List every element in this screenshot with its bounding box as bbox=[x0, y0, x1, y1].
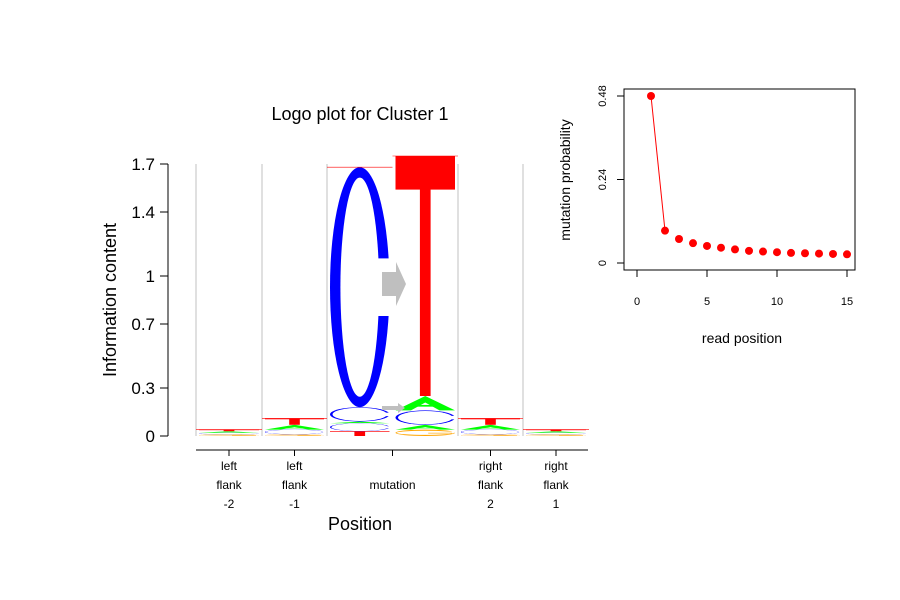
scatter-point bbox=[661, 226, 669, 235]
logo-letter-C bbox=[265, 429, 326, 435]
mutation-probability-plot: 0 0.24 0.48 0 5 10 15 mutation probability re… bbox=[557, 85, 856, 346]
scatter-point bbox=[745, 246, 753, 255]
logo-y-tick-label: 1.4 bbox=[131, 203, 155, 222]
logo-letter-G bbox=[199, 434, 261, 437]
logo-y-ticks: 0 0.3 0.7 1 1.4 1.7 bbox=[131, 155, 168, 446]
scatter-point bbox=[675, 234, 683, 243]
logo-x-tick-label: mutation bbox=[369, 478, 415, 492]
logo-letter-A bbox=[395, 424, 455, 430]
logo-letter-G bbox=[526, 434, 588, 437]
scatter-y-tick-label: 0.48 bbox=[597, 85, 609, 106]
logo-letter-G bbox=[265, 434, 326, 437]
scatter-point bbox=[731, 245, 739, 254]
logo-letter-A bbox=[395, 396, 455, 411]
logo-column bbox=[327, 155, 458, 436]
logo-plot: Logo plot for Cluster 1 Information cont… bbox=[100, 104, 589, 534]
scatter-point bbox=[759, 247, 767, 256]
scatter-y-ticks: 0 0.24 0.48 bbox=[597, 85, 624, 266]
logo-column bbox=[458, 418, 523, 437]
scatter-point bbox=[647, 92, 655, 100]
logo-column bbox=[196, 429, 262, 437]
logo-letter-A bbox=[526, 431, 586, 433]
scatter-points bbox=[647, 92, 851, 259]
logo-letter-T bbox=[395, 156, 455, 396]
scatter-point bbox=[829, 249, 837, 258]
logo-x-tick-label: -2 bbox=[224, 497, 235, 511]
mutation-arrow-small bbox=[382, 403, 405, 413]
scatter-x-tick-label: 0 bbox=[634, 296, 640, 308]
logo-letter-C bbox=[461, 429, 522, 435]
logo-x-tick-label: -1 bbox=[289, 497, 300, 511]
logo-column bbox=[262, 418, 327, 437]
logo-x-tick-label: flank bbox=[478, 478, 504, 492]
logo-x-tick-label: right bbox=[544, 459, 568, 473]
logo-y-tick-label: 0 bbox=[146, 427, 155, 446]
logo-letter-T bbox=[265, 418, 324, 425]
logo-letter-C bbox=[526, 432, 588, 435]
logo-letter-A bbox=[461, 424, 520, 430]
scatter-plot-box bbox=[623, 88, 856, 271]
scatter-x-tick-label: 5 bbox=[704, 296, 710, 308]
logo-letter-C bbox=[330, 423, 391, 432]
scatter-y-tick-label: 0.24 bbox=[597, 169, 609, 190]
logo-x-tick-label: 2 bbox=[487, 497, 494, 511]
logo-letter-C bbox=[330, 407, 391, 422]
logo-columns bbox=[196, 155, 589, 437]
mutation-arrow-large bbox=[382, 262, 406, 306]
scatter-x-tick-label: 15 bbox=[841, 296, 853, 308]
scatter-point bbox=[689, 239, 697, 248]
scatter-point bbox=[703, 241, 711, 250]
logo-y-tick-label: 0.3 bbox=[131, 379, 155, 398]
logo-column-separators bbox=[195, 164, 524, 436]
scatter-point bbox=[801, 249, 809, 258]
logo-y-tick-label: 0.7 bbox=[131, 315, 155, 334]
logo-x-tick-label: 1 bbox=[553, 497, 560, 511]
scatter-ylabel: mutation probability bbox=[557, 119, 573, 240]
scatter-point bbox=[787, 248, 795, 257]
logo-letter-T bbox=[330, 431, 390, 436]
logo-letter-T bbox=[461, 418, 520, 425]
logo-letter-A bbox=[199, 431, 259, 433]
logo-letter-A bbox=[265, 424, 324, 430]
scatter-y-tick-label: 0 bbox=[597, 260, 609, 266]
scatter-point bbox=[773, 248, 781, 257]
logo-y-tick-label: 1.7 bbox=[131, 155, 155, 174]
logo-letter-T bbox=[199, 429, 259, 432]
scatter-point bbox=[815, 249, 823, 258]
scatter-point bbox=[717, 243, 725, 252]
scatter-point bbox=[843, 250, 851, 259]
mutation-arrow bbox=[382, 262, 406, 413]
logo-column bbox=[523, 429, 589, 437]
logo-x-tick-label: left bbox=[286, 459, 303, 473]
logo-x-tick-label: flank bbox=[216, 478, 242, 492]
logo-letter-G bbox=[461, 434, 522, 437]
scatter-xlabel: read position bbox=[702, 330, 782, 346]
logo-letter-T bbox=[526, 429, 586, 432]
logo-x-tick-label: left bbox=[221, 459, 238, 473]
logo-x-tick-label: flank bbox=[543, 478, 569, 492]
logo-x-tick-label: right bbox=[479, 459, 503, 473]
logo-letter-C bbox=[199, 432, 261, 435]
logo-letter-C bbox=[330, 167, 391, 408]
logo-letter-A bbox=[330, 421, 390, 424]
logo-letter-G bbox=[395, 429, 457, 436]
logo-x-tick-label: flank bbox=[282, 478, 308, 492]
logo-letter-C bbox=[395, 410, 457, 425]
logo-y-tick-label: 1 bbox=[146, 267, 155, 286]
scatter-x-tick-label: 10 bbox=[771, 296, 783, 308]
scatter-x-ticks: 0 5 10 15 bbox=[634, 270, 853, 308]
scatter-series-line bbox=[650, 95, 666, 231]
logo-xlabel: Position bbox=[328, 514, 392, 534]
logo-x-ticks: left flank -2 left flank -1 mutation right flank… bbox=[216, 450, 570, 511]
logo-title: Logo plot for Cluster 1 bbox=[271, 104, 448, 124]
logo-ylabel: Information content bbox=[100, 223, 120, 377]
